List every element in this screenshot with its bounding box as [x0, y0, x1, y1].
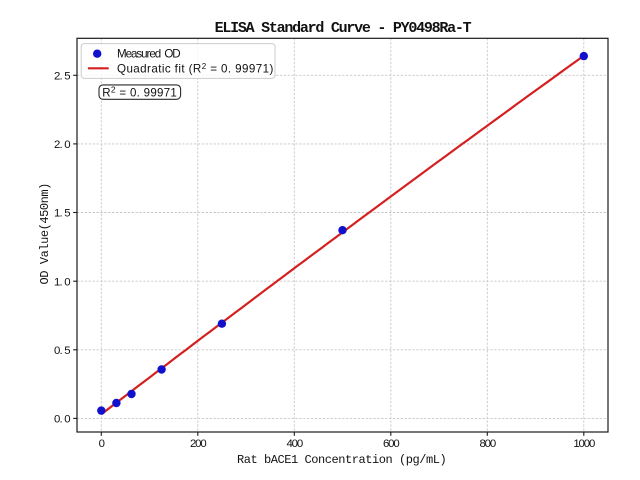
svg-text:2. 0: 2. 0 — [54, 139, 70, 151]
svg-text:OD Value(450nm): OD Value(450nm) — [38, 183, 52, 284]
svg-text:R2 = 0. 99971: R2 = 0. 99971 — [102, 85, 177, 100]
svg-text:600: 600 — [383, 438, 399, 450]
svg-text:ELISA Standard Curve - PY0498R: ELISA Standard Curve - PY0498Ra-T — [215, 20, 472, 37]
svg-text:1. 0: 1. 0 — [54, 276, 70, 288]
svg-text:2. 5: 2. 5 — [54, 71, 70, 83]
svg-text:Rat bACE1 Concentration (pg/mL: Rat bACE1 Concentration (pg/mL) — [237, 453, 446, 467]
svg-text:1. 5: 1. 5 — [54, 208, 70, 220]
svg-text:800: 800 — [479, 438, 495, 450]
svg-text:0. 0: 0. 0 — [54, 414, 70, 426]
svg-text:0: 0 — [99, 438, 105, 450]
svg-text:200: 200 — [190, 438, 206, 450]
svg-text:1000: 1000 — [573, 438, 595, 450]
svg-text:Quadratic fit (R2 = 0. 99971): Quadratic fit (R2 = 0. 99971) — [117, 62, 274, 76]
svg-text:400: 400 — [286, 438, 302, 450]
svg-text:0. 5: 0. 5 — [54, 345, 70, 357]
svg-text:Measured OD: Measured OD — [117, 48, 180, 61]
